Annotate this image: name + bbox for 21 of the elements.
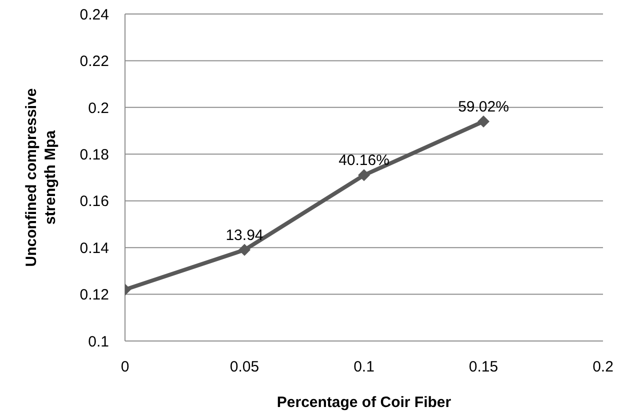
annotation: 13.94 [226, 226, 264, 244]
y-tick-label: 0.16 [80, 193, 109, 210]
x-tick-label: 0.2 [592, 358, 614, 376]
annotation: 59.02% [458, 98, 509, 116]
y-tick-label: 0.12 [80, 286, 109, 304]
y-tick-label: 0.22 [80, 53, 109, 70]
y-axis-title: Unconfined compressive strength Mpa [23, 88, 59, 267]
y-tick-label: 0.1 [88, 333, 109, 350]
x-tick-label: 0.15 [468, 358, 498, 376]
x-axis-title: Percentage of Coir Fiber [276, 394, 452, 411]
y-tick-label: 0.14 [80, 240, 109, 257]
point [478, 115, 490, 128]
y-tick-label: 0.24 [80, 6, 109, 24]
x-tick-label: 0 [120, 358, 130, 376]
point [238, 244, 250, 256]
point [358, 169, 370, 182]
annotation: 40.16% [338, 152, 390, 170]
x-tick-label: 0.05 [230, 358, 260, 376]
y-tick-label: 0.18 [80, 146, 109, 164]
y-tick-label: 0.2 [88, 100, 109, 117]
x-tick-label: 0.1 [354, 358, 374, 376]
